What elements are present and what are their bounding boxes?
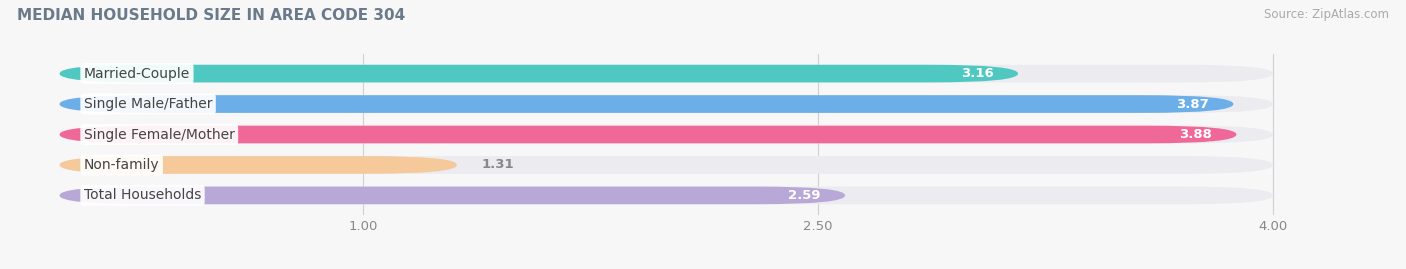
FancyBboxPatch shape [59, 126, 1236, 143]
Text: Single Female/Mother: Single Female/Mother [84, 128, 235, 141]
Text: Total Households: Total Households [84, 188, 201, 202]
FancyBboxPatch shape [59, 65, 1272, 82]
Text: 3.88: 3.88 [1180, 128, 1212, 141]
Text: 2.59: 2.59 [789, 189, 821, 202]
Text: 3.16: 3.16 [962, 67, 994, 80]
FancyBboxPatch shape [59, 156, 457, 174]
Text: MEDIAN HOUSEHOLD SIZE IN AREA CODE 304: MEDIAN HOUSEHOLD SIZE IN AREA CODE 304 [17, 8, 405, 23]
FancyBboxPatch shape [59, 95, 1233, 113]
Text: 1.31: 1.31 [481, 158, 513, 171]
FancyBboxPatch shape [59, 187, 1272, 204]
FancyBboxPatch shape [59, 95, 1272, 113]
Text: Married-Couple: Married-Couple [84, 67, 190, 81]
FancyBboxPatch shape [59, 187, 845, 204]
FancyBboxPatch shape [59, 156, 1272, 174]
Text: 3.87: 3.87 [1177, 98, 1209, 111]
FancyBboxPatch shape [59, 126, 1272, 143]
FancyBboxPatch shape [59, 65, 1018, 82]
Text: Source: ZipAtlas.com: Source: ZipAtlas.com [1264, 8, 1389, 21]
Text: Single Male/Father: Single Male/Father [84, 97, 212, 111]
Text: Non-family: Non-family [84, 158, 159, 172]
